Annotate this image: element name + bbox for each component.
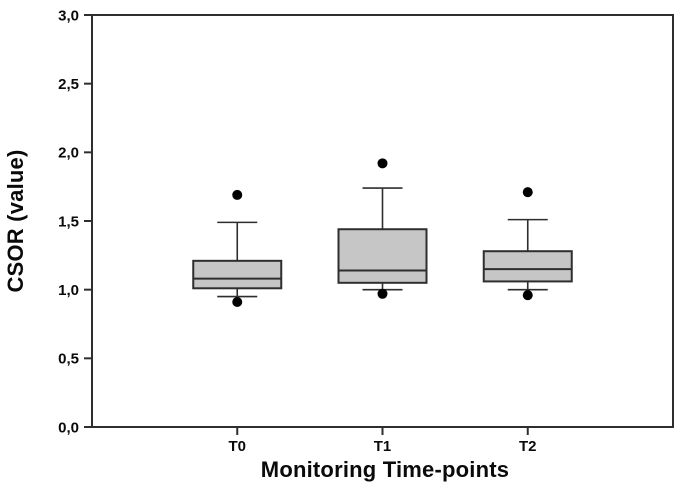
y-tick-label: 0,5 (58, 351, 79, 368)
x-axis-title: Monitoring Time-points (260, 457, 510, 482)
outlier-dot-T1 (377, 158, 388, 169)
y-tick-label: 2,0 (58, 145, 79, 162)
y-tick-label: 1,0 (58, 282, 79, 299)
y-tick-label: 2,5 (58, 76, 79, 93)
x-tick-label: T0 (228, 438, 246, 455)
y-tick-label: 3,0 (58, 7, 79, 24)
outlier-dot-T2 (522, 290, 533, 301)
box-T1 (337, 228, 428, 284)
box-T0 (192, 259, 283, 290)
x-tick-label: T2 (519, 438, 537, 455)
y-tick-label: 1,5 (58, 213, 79, 230)
box-T2 (482, 250, 573, 283)
outlier-dot-T0 (232, 189, 243, 200)
x-tick-label: T1 (374, 438, 392, 455)
outlier-dot-T2 (522, 187, 533, 198)
y-tick-label: 0,0 (58, 419, 79, 436)
outlier-dot-T1 (377, 288, 388, 299)
outlier-dot-T0 (232, 297, 243, 308)
